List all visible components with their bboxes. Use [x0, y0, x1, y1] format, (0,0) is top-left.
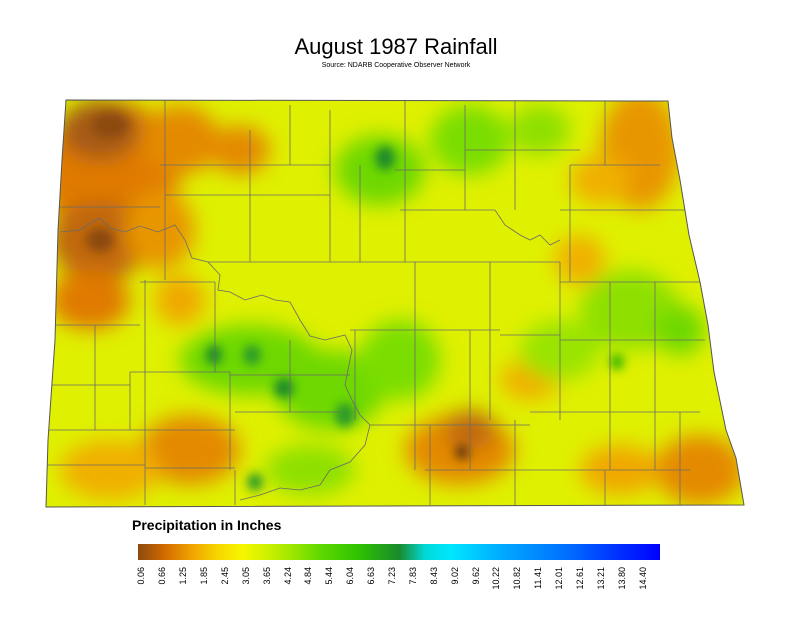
legend-tick-label: 0.66: [157, 567, 168, 585]
map-source: Source: NDARB Cooperative Observer Netwo…: [321, 62, 471, 69]
legend-tick-label: 7.83: [407, 567, 418, 585]
legend-tick-label: 9.62: [470, 567, 481, 585]
legend-tick-label: 14.40: [637, 567, 648, 590]
legend-tick-label: 6.63: [366, 567, 377, 585]
legend-tick-label: 8.43: [428, 567, 439, 585]
legend-tick-label: 0.06: [136, 567, 147, 585]
map-title: August 1987 Rainfall: [294, 34, 498, 59]
county-boundaries: [46, 100, 705, 505]
legend-tick-label: 12.01: [554, 567, 565, 590]
legend-tick-label: 1.85: [199, 567, 210, 585]
legend-tick-label: 3.65: [261, 567, 272, 585]
legend-title: Precipitation in Inches: [132, 517, 282, 533]
legend-tick-label: 5.44: [324, 567, 335, 585]
legend-tick-label: 13.21: [595, 567, 606, 590]
legend-tick-label: 11.41: [533, 567, 544, 589]
legend-tick-label: 6.04: [345, 567, 356, 585]
legend-tick-label: 4.24: [282, 567, 293, 585]
legend-tick-label: 10.22: [491, 567, 502, 590]
state-outline: [45, 99, 745, 508]
legend-tick-label: 4.84: [303, 567, 314, 585]
legend-tick-label: 2.45: [219, 567, 230, 585]
legend-tick-label: 1.25: [178, 567, 189, 585]
legend-tick-label: 12.61: [574, 567, 585, 590]
precipitation-surface: [46, 100, 744, 507]
legend-tick-label: 9.02: [449, 567, 460, 585]
legend-tick-label: 7.23: [387, 567, 397, 585]
legend-tick-label: 13.80: [616, 567, 627, 590]
legend-color-bar: [138, 544, 660, 560]
legend-tick-label: 3.05: [240, 567, 251, 585]
legend-tick-label: 10.82: [512, 567, 523, 590]
